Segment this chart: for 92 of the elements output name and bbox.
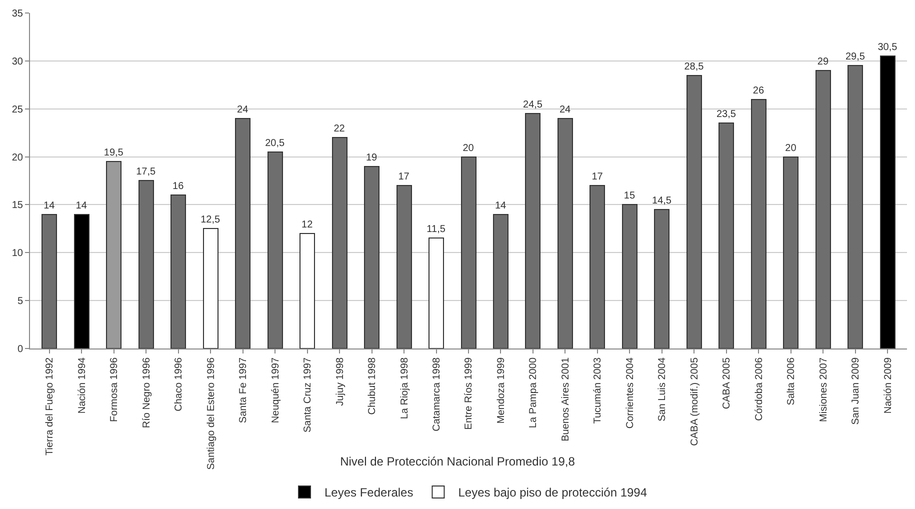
- x-tick-label: Río Negro 1996: [141, 357, 152, 428]
- data-label: 24: [237, 104, 249, 116]
- text: Nivel de Protección Nacional Promedio 19,8: [340, 454, 576, 469]
- bar: [718, 122, 734, 348]
- data-label: 16: [172, 181, 184, 192]
- bar: [428, 238, 444, 348]
- x-tick-label: Córdoba 2006: [754, 357, 765, 421]
- bar: [880, 56, 896, 348]
- bar: [654, 208, 670, 348]
- x-tick-label: Santa Fe 1997: [238, 357, 250, 424]
- data-label: 14: [76, 200, 88, 212]
- bar: [364, 166, 380, 348]
- x-tick-label: Tucumán 2003: [592, 357, 604, 424]
- data-label: 30,5: [878, 42, 898, 54]
- bar: [170, 194, 186, 348]
- x-tick-label: Salta 2006: [786, 357, 798, 406]
- bar: [622, 204, 638, 348]
- x-tick-label: CABA 2005: [722, 357, 733, 410]
- bar: [74, 214, 90, 348]
- data-label: 26: [752, 85, 764, 96]
- x-tick-label: Santa Cruz 1997: [302, 357, 314, 433]
- data-label: 24: [559, 104, 572, 116]
- bar: [396, 185, 412, 348]
- data-label: 17,5: [136, 166, 156, 178]
- data-label: 14: [494, 200, 507, 212]
- x-tick-label: Buenos Aires 2001: [560, 357, 572, 442]
- data-label: 20: [462, 142, 474, 154]
- x-tick-label: La Rioja 1998: [399, 357, 410, 420]
- x-tick-label: Entre Ríos 1999: [464, 357, 475, 430]
- x-tick-label: Catamarca 1998: [432, 357, 443, 432]
- bar: [848, 65, 864, 348]
- data-label: 22: [334, 124, 346, 135]
- x-tick-label: Misiones 2007: [818, 357, 830, 422]
- data-label: 28,5: [684, 61, 704, 72]
- y-tick-label: 10: [12, 248, 24, 260]
- bar: [590, 185, 606, 348]
- x-tick-label: Chaco 1996: [174, 357, 185, 412]
- data-label: 20: [785, 142, 797, 154]
- bar: [202, 228, 218, 348]
- data-label: 14,5: [652, 195, 672, 206]
- data-label: 17: [592, 172, 604, 183]
- y-tick-label: 25: [12, 104, 24, 116]
- data-label: 29,5: [845, 52, 866, 63]
- bar: [300, 232, 316, 348]
- bar: [106, 161, 122, 348]
- x-tick-label: Santiago del Estero 1996: [206, 357, 217, 470]
- data-label: 12: [302, 219, 314, 230]
- y-tick-label: 20: [12, 152, 24, 164]
- data-label: 12,5: [200, 214, 221, 226]
- bar: [332, 137, 348, 348]
- legend-label: Leyes Federales: [324, 486, 414, 500]
- data-label: 15: [624, 190, 636, 202]
- x-tick-label: Tierra del Fuego 1992: [44, 357, 56, 456]
- data-label: 24,5: [523, 100, 543, 111]
- x-tick-label: Neuquén 1997: [270, 357, 282, 424]
- x-tick-label: Nación 1994: [76, 357, 88, 414]
- bar: [525, 113, 541, 348]
- bar: [686, 74, 702, 348]
- x-tick-label: San Luis 2004: [657, 357, 668, 422]
- data-label: 23,5: [716, 109, 736, 120]
- bar: [750, 98, 766, 348]
- x-tick-label: Formosa 1996: [109, 357, 120, 422]
- bar: [815, 70, 831, 348]
- bar: [42, 214, 58, 348]
- legend-label: Leyes bajo piso de protección 1994: [458, 486, 648, 500]
- data-label: 14: [44, 200, 56, 212]
- y-tick-label: 30: [12, 56, 24, 68]
- x-tick-label: Chubut 1998: [367, 357, 378, 415]
- bar: [557, 118, 573, 348]
- x-tick-label: CABA (modif.) 2005: [689, 357, 700, 446]
- data-label: 11,5: [426, 224, 446, 236]
- y-tick-label: 35: [12, 8, 24, 20]
- y-tick-label: 5: [17, 296, 24, 308]
- y-tick-label: 15: [12, 200, 24, 212]
- x-tick-label: Mendoza 1999: [496, 357, 507, 424]
- data-label: 20,5: [265, 138, 285, 149]
- bar: [235, 118, 251, 348]
- data-label: 19,5: [104, 148, 124, 159]
- x-tick-label: Nación 2009: [882, 357, 894, 414]
- x-tick-label: Jujuy 1998: [334, 357, 346, 406]
- bar: [783, 156, 799, 348]
- bar: [267, 151, 283, 348]
- data-label: 19: [366, 152, 378, 164]
- data-label: 29: [817, 56, 829, 68]
- bar: [460, 156, 476, 348]
- bar: [492, 214, 508, 348]
- x-tick-label: San Juan 2009: [850, 357, 862, 425]
- y-tick-label: 0: [17, 344, 24, 355]
- data-label: 17: [398, 172, 410, 183]
- x-tick-label: La Pampa 2000: [528, 357, 540, 428]
- x-tick-label: Corrientes 2004: [624, 357, 636, 429]
- bar: [138, 180, 154, 348]
